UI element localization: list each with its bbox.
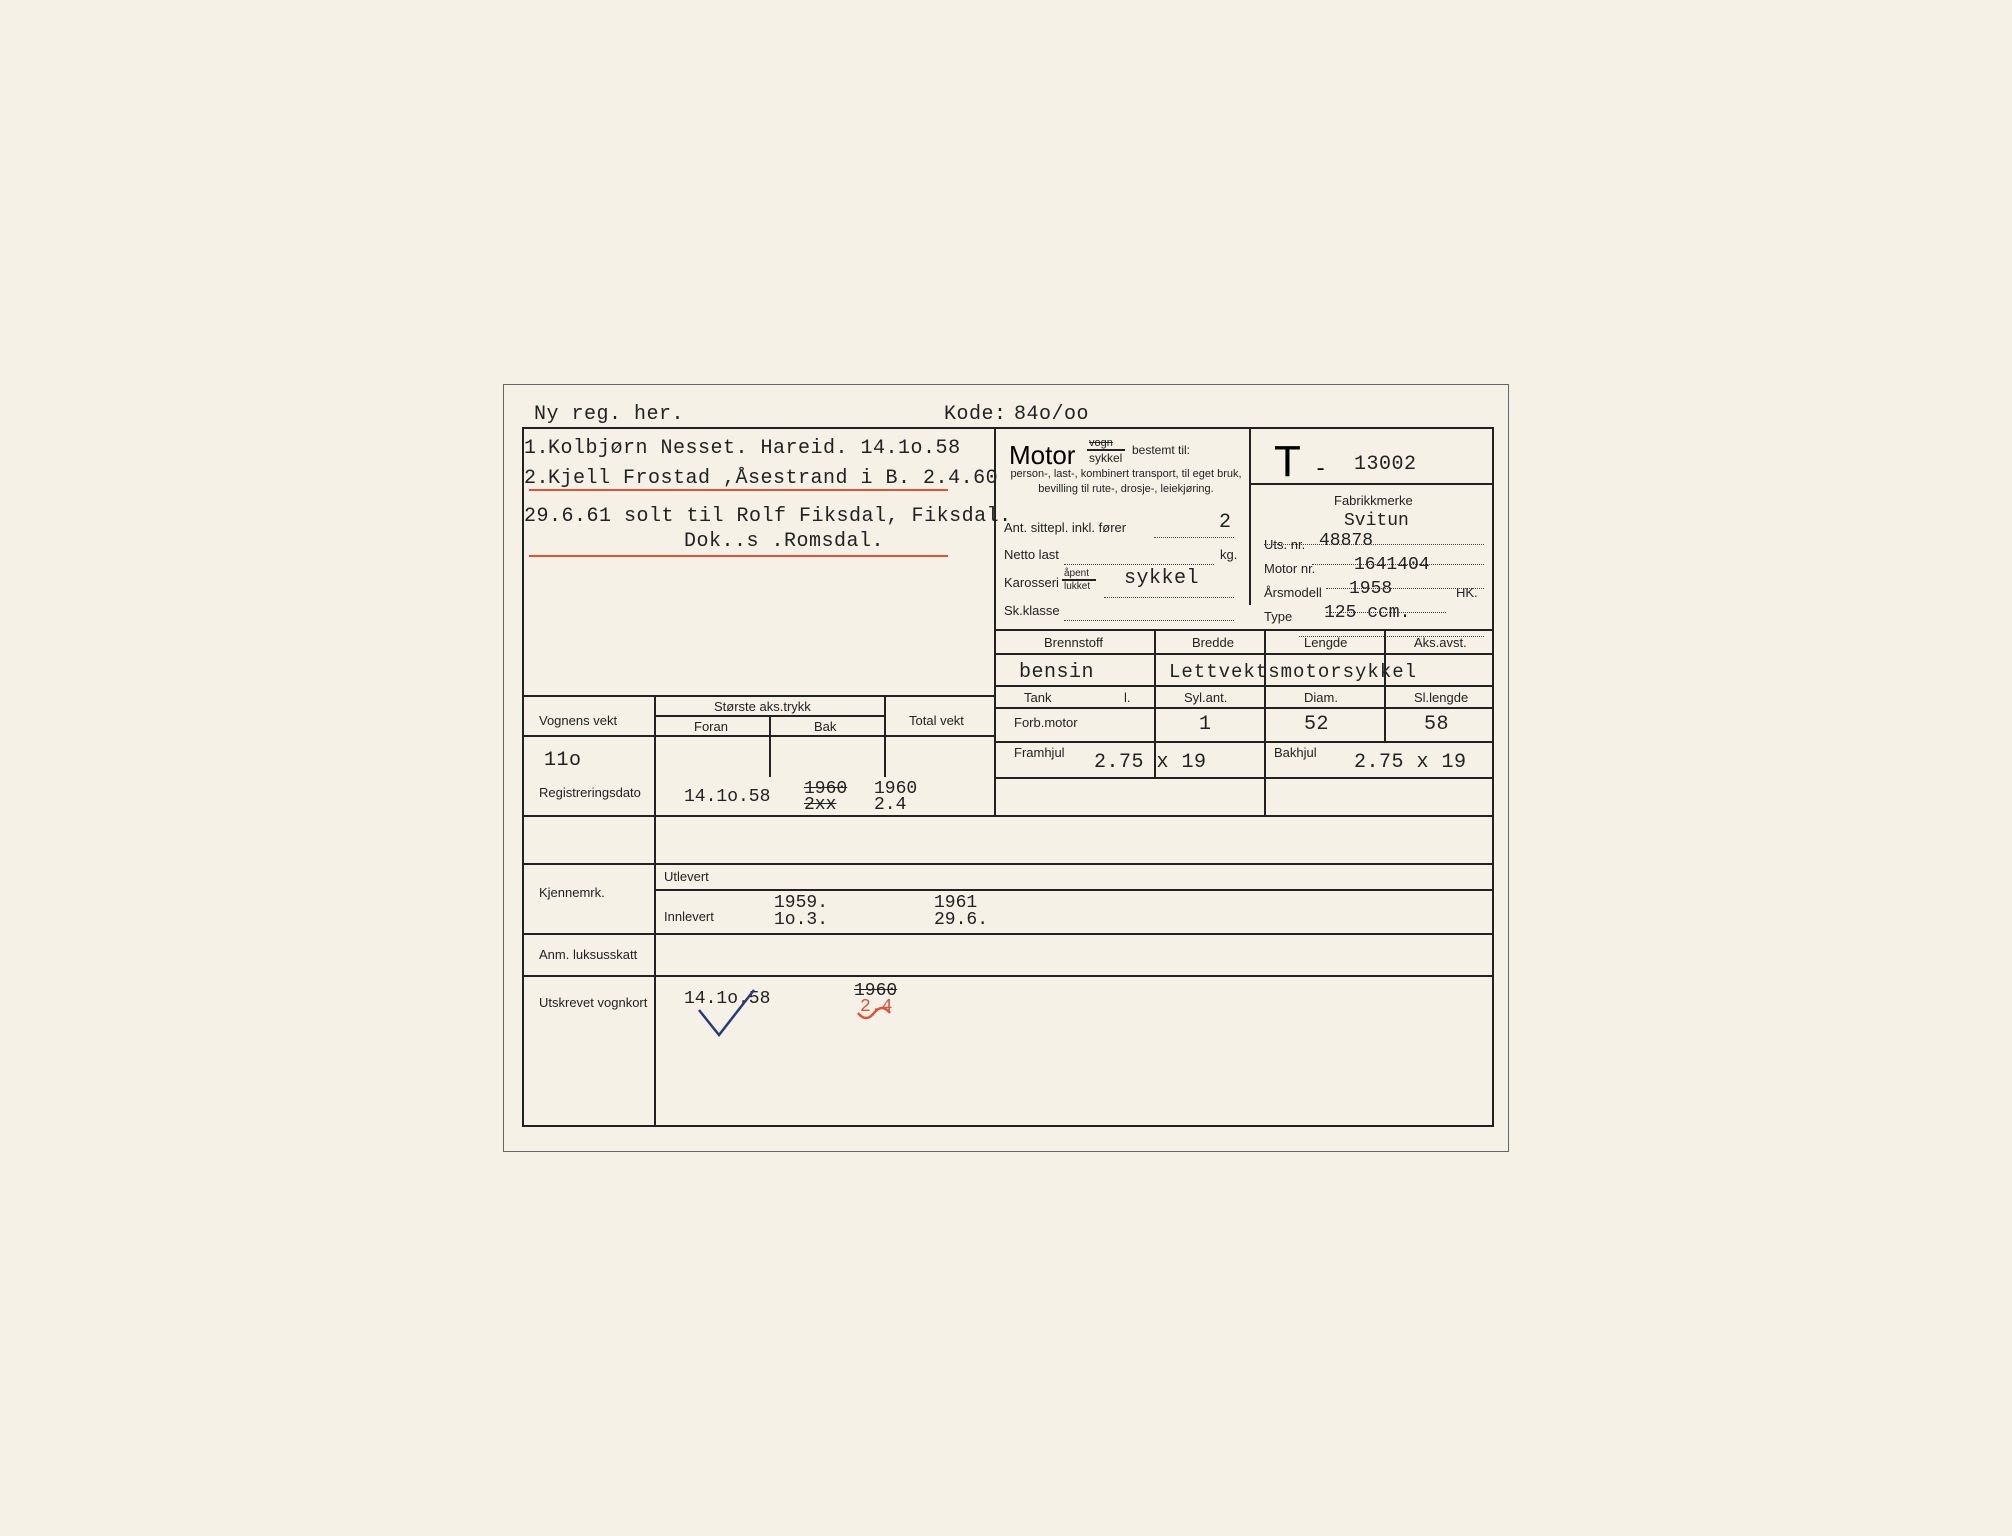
framhjul-label: Framhjul: [1014, 745, 1065, 760]
vogn-struck: vogn: [1089, 437, 1113, 449]
kode-label: Kode:: [944, 403, 1007, 426]
registration-card: Ny reg. her. Kode: 84o/oo 1. Kolbjørn Ne…: [503, 384, 1509, 1152]
totalvekt-label: Total vekt: [909, 713, 964, 728]
regdato-value-2b: 2.4: [874, 795, 906, 815]
fabrikkmerke-label: Fabrikkmerke: [1334, 493, 1413, 508]
utlevert-label: Utlevert: [664, 869, 709, 884]
karosseri-value: sykkel: [1124, 567, 1199, 590]
hk-label: HK.: [1456, 585, 1478, 600]
diam-value: 52: [1304, 713, 1329, 736]
innlevert-1b: 1o.3.: [774, 910, 828, 930]
karosseri-label: Karosseri: [1004, 575, 1059, 590]
vognens-vekt-label: Vognens vekt: [539, 713, 617, 728]
red-divider-2: [529, 555, 948, 557]
brennstoff-value: bensin: [1019, 661, 1094, 684]
owner-1-num: 1.: [524, 437, 549, 460]
sittepl-label: Ant. sittepl. inkl. fører: [1004, 520, 1126, 535]
lengde-label: Lengde: [1304, 635, 1347, 650]
tank-l: l.: [1124, 690, 1131, 705]
skklasse-label: Sk.klasse: [1004, 603, 1060, 618]
sale-note-1: 29.6.61 solt til Rolf Fiksdal, Fiksdal.: [524, 505, 1012, 528]
checkmark-icon: [694, 985, 764, 1045]
aksavst-label: Aks.avst.: [1414, 635, 1467, 650]
forbmotor-label: Forb.motor: [1014, 715, 1078, 730]
ny-reg-label: Ny reg. her.: [534, 403, 684, 426]
sale-note-2: Dok..s .Romsdal.: [684, 530, 884, 553]
bakhjul-value: 2.75 x 19: [1354, 751, 1467, 774]
utskrevet-label: Utskrevet vognkort: [539, 995, 647, 1010]
sittepl-value: 2: [1219, 511, 1232, 534]
reg-letter: T: [1274, 437, 1301, 487]
lettvekt-value: Lettvektsmotorsykkel: [1169, 661, 1417, 683]
sylant-label: Syl.ant.: [1184, 690, 1227, 705]
owner-2: Kjell Frostad ,Åsestrand i B. 2.4.60: [548, 467, 998, 490]
foran-label: Foran: [694, 719, 728, 734]
kg-label: kg.: [1220, 547, 1237, 562]
bredde-label: Bredde: [1192, 635, 1234, 650]
utsnr-label: Uts. nr.: [1264, 537, 1305, 552]
bakhjul-label: Bakhjul: [1274, 745, 1317, 760]
brennstoff-label: Brennstoff: [1044, 635, 1103, 650]
kjennemrk-label: Kjennemrk.: [539, 885, 605, 900]
red-divider-1: [529, 489, 948, 491]
framhjul-value: 2.75 x 19: [1094, 751, 1207, 774]
nettolast-label: Netto last: [1004, 547, 1059, 562]
bestemt-label: bestemt til:: [1132, 443, 1190, 457]
sylant-value: 1: [1199, 713, 1212, 736]
kode-value: 84o/oo: [1014, 403, 1089, 426]
owner-2-num: 2.: [524, 467, 549, 490]
usage-text: person-, last-, kombinert transport, til…: [1004, 467, 1248, 498]
regdato-label: Registreringsdato: [539, 785, 641, 800]
reg-dash: -: [1314, 457, 1327, 482]
sllengde-label: Sl.lengde: [1414, 690, 1468, 705]
innlevert-label: Innlevert: [664, 909, 714, 924]
tank-label: Tank: [1024, 690, 1051, 705]
anm-label: Anm. luksusskatt: [539, 947, 637, 962]
motornr-label: Motor nr.: [1264, 561, 1315, 576]
lukket-label: lukket: [1064, 581, 1090, 592]
squiggle-icon: [856, 1005, 896, 1025]
reg-number: 13002: [1354, 453, 1417, 476]
storste-label: Største aks.trykk: [714, 699, 811, 714]
sykkel-label: sykkel: [1089, 451, 1122, 465]
regdato-struck-2: 2xx: [804, 795, 836, 815]
type-label: Type: [1264, 609, 1292, 624]
sllengde-value: 58: [1424, 713, 1449, 736]
arsmodell-label: Årsmodell: [1264, 585, 1322, 600]
vognens-vekt-value: 11o: [544, 749, 582, 772]
owner-1: Kolbjørn Nesset. Hareid. 14.1o.58: [548, 437, 961, 460]
regdato-value-1: 14.1o.58: [684, 787, 770, 807]
apent-label: åpent: [1064, 568, 1089, 579]
diam-label: Diam.: [1304, 690, 1338, 705]
bak-label: Bak: [814, 719, 836, 734]
innlevert-2b: 29.6.: [934, 910, 988, 930]
